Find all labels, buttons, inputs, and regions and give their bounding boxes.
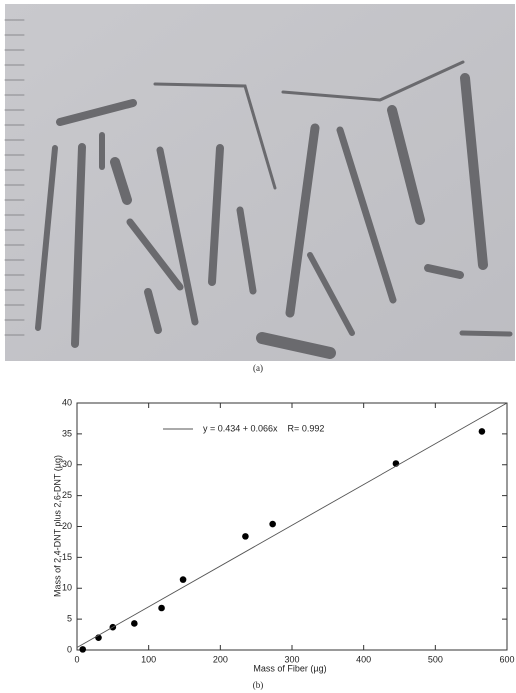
point bbox=[131, 620, 138, 627]
x-tick-label: 500 bbox=[428, 654, 443, 664]
y-tick-label: 5 bbox=[67, 614, 72, 624]
y-tick-label: 30 bbox=[62, 459, 72, 469]
x-tick-label: 400 bbox=[356, 654, 371, 664]
point bbox=[242, 533, 249, 540]
x-tick-label: 100 bbox=[141, 654, 156, 664]
x-tick-label: 300 bbox=[284, 654, 299, 664]
y-tick-label: 15 bbox=[62, 552, 72, 562]
x-tick-label: 0 bbox=[74, 654, 79, 664]
y-tick-label: 0 bbox=[67, 644, 72, 654]
photo bbox=[4, 4, 515, 361]
y-tick-label: 40 bbox=[62, 397, 72, 407]
point bbox=[158, 604, 165, 612]
x-tick-label: 200 bbox=[213, 654, 228, 664]
caption: (b) bbox=[253, 680, 264, 690]
x-tick-label: 600 bbox=[499, 654, 514, 664]
y-tick-label: 35 bbox=[62, 428, 72, 438]
y-axis-label: Mass of 2,4-DNT plus 2,6-DNT (µg) bbox=[52, 455, 62, 597]
legend-label: y = 0.434 + 0.066x R= 0.992 bbox=[203, 423, 324, 433]
x-axis-label: Mass of Fiber (µg) bbox=[253, 663, 326, 673]
y-tick-label: 10 bbox=[62, 583, 72, 593]
point bbox=[478, 428, 486, 435]
y-tick-label: 25 bbox=[62, 490, 72, 500]
fit-line bbox=[76, 402, 508, 648]
y-tick-label: 20 bbox=[62, 521, 72, 531]
point bbox=[269, 520, 276, 528]
caption: (a) bbox=[253, 363, 263, 373]
point bbox=[179, 576, 187, 583]
point bbox=[79, 646, 87, 653]
